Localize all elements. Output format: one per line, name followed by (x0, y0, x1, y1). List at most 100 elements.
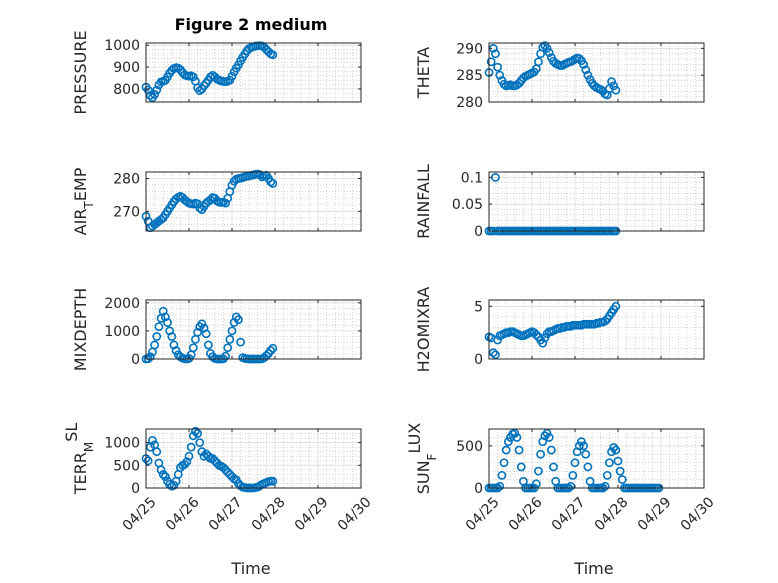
data-point-terr_msl (152, 447, 162, 457)
data-point-sun_flux (534, 466, 543, 476)
data-point-sun_flux (566, 481, 576, 491)
data-point-pressure (143, 85, 153, 95)
data-point-sun_flux (542, 428, 552, 438)
data-point-terr_msl (225, 469, 235, 479)
data-point-terr_msl (193, 429, 202, 438)
data-point-sun_flux (499, 458, 509, 468)
data-point-terr_msl (223, 467, 233, 477)
data-point-terr_msl (184, 451, 194, 461)
data-point-sun_flux (581, 449, 591, 459)
data-point-mixdepth (201, 329, 211, 339)
data-point-sun_flux (579, 441, 588, 451)
data-point-pressure (150, 89, 159, 99)
data-point-terr_msl (156, 465, 166, 475)
y-tick-label-mixdepth: 2000 (104, 296, 140, 312)
data-point-terr_msl (203, 451, 213, 461)
data-point-terr_msl (208, 454, 218, 463)
data-point-h2omixra (600, 316, 610, 326)
y-tick-label-pressure: 1000 (104, 38, 140, 54)
data-point-pressure (188, 72, 198, 82)
data-point-terr_msl (188, 431, 198, 441)
data-point-terr_msl (182, 457, 192, 467)
data-point-terr_msl (143, 456, 153, 466)
data-point-mixdepth (150, 340, 159, 350)
y-tick-label-h2omixra: 0 (474, 352, 483, 368)
subplot-mixdepth: 0 1000 2000 MIXDEPTH (71, 288, 362, 371)
data-point-sun_flux (544, 433, 554, 442)
data-point-mixdepth (197, 319, 207, 329)
data-point-pressure (268, 50, 278, 60)
data-point-pressure (152, 85, 162, 95)
data-point-h2omixra (488, 348, 498, 358)
data-point-mixdepth (223, 343, 233, 353)
axes-box-mixdepth (145, 299, 362, 360)
y-tick-label-rainfall: 0.05 (452, 197, 483, 213)
data-point-sun_flux (617, 475, 627, 484)
data-point-h2omixra (531, 330, 541, 340)
data-point-sun_flux (531, 479, 541, 489)
data-point-sun_flux (605, 458, 614, 468)
data-point-pressure (195, 86, 205, 96)
data-point-sun_flux (600, 481, 610, 491)
data-point-sun_flux (611, 445, 621, 455)
markers-pressure (141, 41, 278, 103)
data-point-mixdepth (221, 351, 230, 361)
y-axis-label-pressure: PRESSURE (71, 30, 90, 114)
data-point-mixdepth (188, 343, 198, 353)
y-axis-label-h2omixra: H2OMIXRA (414, 287, 433, 373)
data-point-sun_flux (536, 449, 545, 459)
axes-area-mixdepth (146, 300, 361, 359)
data-point-h2omixra (540, 333, 550, 343)
y-tick-label-rainfall: 0 (474, 224, 483, 240)
data-point-sun_flux (609, 443, 619, 452)
data-point-mixdepth (165, 326, 175, 336)
data-point-terr_msl (268, 476, 278, 486)
x-axis-label-right: Time (573, 559, 613, 578)
data-point-mixdepth (268, 343, 278, 353)
data-point-mixdepth (145, 352, 155, 362)
data-point-h2omixra (491, 350, 500, 360)
data-point-sun_flux (577, 437, 586, 447)
data-point-terr_msl (186, 442, 196, 452)
y-axis-label-air_temp: AIRTEMP (71, 167, 96, 235)
data-point-h2omixra (611, 301, 621, 311)
axes-box-h2omixra (488, 299, 705, 360)
y-tick-label-terr_msl: 0 (131, 481, 140, 497)
data-point-mixdepth (158, 306, 168, 316)
subplot-pressure: 800 900 1000 PRESSURE (71, 30, 362, 115)
data-point-theta (542, 43, 552, 53)
axes-area-rainfall (489, 172, 704, 231)
y-tick-label-air_temp: 280 (113, 172, 140, 188)
data-point-theta (579, 60, 588, 69)
data-point-theta (544, 48, 554, 58)
axes-box-sun_flux (488, 428, 705, 489)
data-point-terr_msl (148, 435, 157, 445)
axes-box-air_temp (145, 171, 362, 232)
data-point-terr_msl (197, 447, 207, 457)
y-tick-label-sun_flux: 0 (474, 481, 483, 497)
data-point-terr_msl (221, 465, 230, 475)
y-axis-label-sun_flux: SUNFLUX (405, 423, 440, 495)
axes-area-terr_msl (146, 429, 361, 488)
data-point-theta (486, 57, 496, 67)
data-point-air_temp (268, 179, 278, 188)
data-point-mixdepth (171, 346, 181, 355)
axes-box-rainfall (488, 171, 705, 232)
data-point-sun_flux (568, 470, 578, 480)
data-point-sun_flux (549, 462, 558, 472)
data-point-mixdepth (236, 337, 245, 347)
data-point-mixdepth (203, 340, 213, 350)
y-tick-label-air_temp: 270 (113, 204, 140, 220)
data-point-sun_flux (570, 458, 580, 468)
y-axis-label-theta: THETA (414, 47, 433, 99)
data-point-mixdepth (227, 326, 237, 336)
data-point-sun_flux (574, 441, 584, 451)
data-point-sun_flux (602, 470, 612, 480)
data-point-air_temp (195, 203, 205, 213)
data-point-terr_msl (218, 463, 228, 472)
y-tick-label-sun_flux: 500 (456, 439, 483, 455)
data-point-terr_msl (160, 472, 170, 482)
data-point-sun_flux (512, 433, 522, 442)
data-point-h2omixra (538, 338, 548, 348)
axes-box-theta (488, 42, 705, 103)
